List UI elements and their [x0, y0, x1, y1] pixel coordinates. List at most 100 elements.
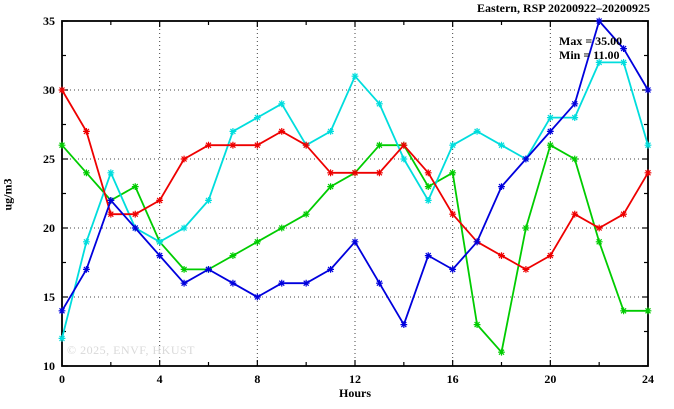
blue-line-marker: [83, 266, 90, 273]
cyan-line-marker: [83, 238, 90, 246]
red-line-marker: [644, 169, 652, 177]
cyan-line-marker: [351, 72, 359, 80]
green-line-marker: [229, 252, 237, 259]
green-line-marker: [546, 141, 554, 149]
y-tick-label: 35: [43, 14, 55, 28]
red-line-marker: [180, 155, 188, 163]
blue-line-marker: [229, 279, 237, 287]
watermark: © 2025, ENVF, HKUST: [67, 343, 195, 357]
x-tick-label: 8: [254, 372, 260, 386]
green-line-marker: [522, 224, 530, 232]
red-line-marker: [229, 141, 237, 149]
y-axis-label: ug/m3: [0, 178, 15, 211]
green-line-marker: [571, 155, 579, 163]
blue-line-marker: [595, 17, 603, 25]
cyan-line-marker: [278, 100, 286, 108]
red-line-marker: [400, 141, 408, 149]
blue-line-marker: [546, 128, 554, 135]
red-line-marker: [449, 210, 457, 218]
cyan-line-marker: [644, 141, 652, 149]
red-line-marker: [620, 210, 627, 218]
min-value-label: Min = 11.00: [559, 48, 620, 62]
x-tick-label: 12: [349, 372, 361, 386]
x-tick-label: 24: [642, 372, 654, 386]
cyan-line-marker: [595, 59, 603, 66]
green-line-marker: [180, 266, 188, 273]
cyan-line-marker: [58, 335, 66, 342]
cyan-line-marker: [449, 141, 457, 149]
blue-line-marker: [253, 293, 261, 301]
green-line-marker: [58, 141, 66, 149]
green-line-marker: [253, 238, 261, 246]
x-tick-label: 4: [157, 372, 163, 386]
blue-line-marker: [205, 266, 212, 273]
blue-line-marker: [522, 155, 530, 163]
green-line-marker: [473, 321, 481, 328]
blue-line-marker: [424, 252, 432, 259]
green-line-marker: [302, 210, 310, 218]
x-tick-label: 0: [59, 372, 65, 386]
blue-line-marker: [156, 252, 164, 259]
red-line-marker: [424, 169, 432, 177]
green-line-marker: [278, 224, 286, 232]
red-line-marker: [205, 141, 212, 149]
blue-line-marker: [58, 307, 66, 315]
green-line-marker: [424, 183, 432, 190]
red-line-marker: [522, 266, 530, 273]
cyan-line-marker: [205, 197, 212, 204]
red-line-marker: [302, 141, 310, 149]
green-line-marker: [83, 169, 90, 177]
red-line-marker: [58, 86, 66, 94]
blue-line-marker: [278, 279, 286, 287]
red-line-marker: [571, 210, 579, 218]
green-line-marker: [449, 169, 457, 177]
max-min-annotation: Max = 35.00 Min = 11.00: [559, 34, 622, 62]
blue-line-marker: [351, 238, 359, 246]
red-line-marker: [131, 210, 139, 218]
green-line-marker: [595, 238, 603, 246]
blue-line-marker: [327, 266, 334, 273]
red-line-marker: [83, 128, 90, 135]
cyan-line-marker: [498, 141, 505, 149]
x-tick-label: 20: [544, 372, 556, 386]
chart-title: Eastern, RSP 20200922–20200925: [476, 1, 650, 15]
cyan-line-marker: [424, 197, 432, 204]
red-line-marker: [107, 210, 115, 218]
cyan-line-marker: [229, 128, 237, 135]
blue-line-marker: [131, 224, 139, 232]
green-line-marker: [327, 183, 334, 190]
cyan-line-marker: [473, 128, 481, 135]
blue-line-marker: [302, 279, 310, 287]
red-line-marker: [327, 169, 334, 177]
blue-line-marker: [473, 238, 481, 246]
blue-line-marker: [571, 100, 579, 108]
red-line-marker: [253, 141, 261, 149]
blue-line-marker: [498, 183, 505, 190]
green-line-marker: [376, 141, 383, 149]
blue-line-marker: [449, 266, 457, 273]
red-line-marker: [498, 252, 505, 259]
blue-line-marker: [107, 197, 115, 204]
y-tick-label: 20: [43, 221, 55, 235]
cyan-line-marker: [376, 100, 383, 108]
cyan-line-marker: [400, 155, 408, 163]
y-tick-label: 10: [43, 359, 55, 373]
blue-line-marker: [620, 45, 627, 52]
x-axis-label: Hours: [338, 386, 371, 400]
red-line-marker: [351, 169, 359, 177]
green-line-marker: [644, 307, 652, 315]
cyan-line-marker: [327, 128, 334, 135]
y-tick-label: 15: [43, 290, 55, 304]
green-line-marker: [620, 307, 627, 315]
cyan-line-marker: [620, 59, 627, 66]
green-line-marker: [131, 183, 139, 190]
red-line-marker: [595, 224, 603, 232]
cyan-line-marker: [546, 114, 554, 121]
blue-line-marker: [376, 279, 383, 287]
cyan-line-marker: [253, 114, 261, 121]
blue-line-marker: [644, 86, 652, 94]
blue-line-marker: [400, 321, 408, 328]
cyan-line-marker: [156, 238, 164, 246]
